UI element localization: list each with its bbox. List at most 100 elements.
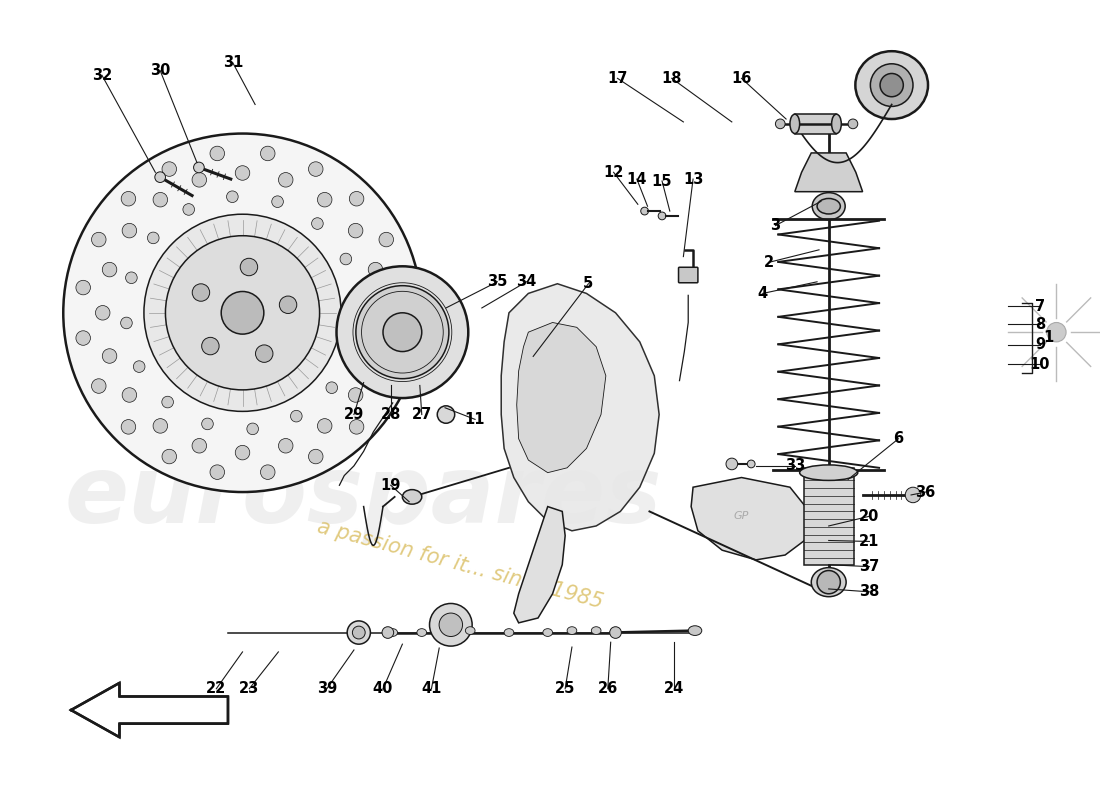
Circle shape	[337, 266, 469, 398]
Circle shape	[368, 349, 383, 363]
Ellipse shape	[856, 51, 928, 119]
Circle shape	[210, 465, 224, 479]
Text: 11: 11	[465, 412, 485, 427]
Circle shape	[379, 378, 394, 394]
Text: 28: 28	[381, 407, 400, 422]
Text: 24: 24	[663, 682, 684, 696]
Text: 31: 31	[222, 55, 243, 70]
Circle shape	[246, 423, 258, 434]
Circle shape	[658, 212, 666, 220]
Text: 5: 5	[583, 276, 594, 291]
Circle shape	[776, 119, 785, 129]
Text: 22: 22	[206, 682, 227, 696]
Text: 39: 39	[317, 682, 337, 696]
Ellipse shape	[812, 193, 845, 220]
Circle shape	[348, 621, 371, 644]
Circle shape	[747, 460, 755, 468]
Circle shape	[349, 388, 363, 402]
Circle shape	[1047, 322, 1066, 342]
Circle shape	[133, 361, 145, 373]
Text: 6: 6	[893, 431, 903, 446]
Polygon shape	[803, 468, 854, 565]
Text: 8: 8	[1035, 317, 1045, 332]
Circle shape	[121, 317, 132, 329]
Text: 2: 2	[763, 255, 773, 270]
Ellipse shape	[592, 626, 601, 634]
Ellipse shape	[543, 629, 552, 637]
Circle shape	[102, 349, 117, 363]
Circle shape	[353, 297, 364, 309]
Circle shape	[438, 406, 454, 423]
Circle shape	[91, 378, 106, 394]
Circle shape	[429, 603, 472, 646]
Circle shape	[356, 286, 449, 378]
Text: 37: 37	[859, 559, 880, 574]
Text: 30: 30	[150, 63, 170, 78]
Circle shape	[210, 146, 224, 161]
Circle shape	[350, 420, 364, 434]
Polygon shape	[795, 153, 862, 192]
Circle shape	[326, 382, 338, 394]
Text: 36: 36	[915, 485, 936, 499]
Circle shape	[165, 236, 320, 390]
Ellipse shape	[800, 465, 858, 481]
Ellipse shape	[403, 490, 421, 504]
Circle shape	[261, 146, 275, 161]
Text: 7: 7	[1035, 298, 1045, 314]
Text: 10: 10	[1030, 357, 1050, 372]
Circle shape	[349, 223, 363, 238]
Ellipse shape	[812, 568, 846, 597]
Text: 38: 38	[859, 584, 880, 599]
Ellipse shape	[417, 629, 427, 637]
Circle shape	[240, 258, 257, 276]
Text: 17: 17	[607, 71, 628, 86]
Circle shape	[162, 396, 174, 408]
Circle shape	[905, 487, 921, 502]
Polygon shape	[502, 284, 659, 531]
Circle shape	[395, 280, 409, 295]
Circle shape	[221, 291, 264, 334]
Circle shape	[318, 418, 332, 433]
Circle shape	[880, 74, 903, 97]
Text: 33: 33	[784, 458, 805, 474]
Circle shape	[192, 438, 207, 453]
Ellipse shape	[790, 114, 800, 134]
Text: 18: 18	[661, 71, 682, 86]
Circle shape	[255, 345, 273, 362]
Ellipse shape	[832, 114, 842, 134]
Circle shape	[147, 232, 160, 244]
Ellipse shape	[568, 626, 576, 634]
Polygon shape	[691, 478, 810, 560]
Polygon shape	[514, 506, 565, 623]
Circle shape	[121, 420, 135, 434]
Circle shape	[848, 119, 858, 129]
Circle shape	[183, 204, 195, 215]
Text: eurospares: eurospares	[65, 451, 662, 543]
Circle shape	[279, 296, 297, 314]
Ellipse shape	[817, 198, 840, 214]
Circle shape	[290, 410, 303, 422]
Text: a passion for it... since 1985: a passion for it... since 1985	[316, 517, 606, 613]
Text: 16: 16	[732, 71, 751, 86]
Text: 1: 1	[1044, 330, 1054, 346]
Circle shape	[640, 207, 649, 215]
Circle shape	[121, 191, 135, 206]
Circle shape	[192, 173, 207, 187]
Text: 32: 32	[92, 68, 112, 83]
Text: 29: 29	[344, 407, 364, 422]
Ellipse shape	[388, 629, 397, 637]
Text: 26: 26	[597, 682, 618, 696]
Text: 4: 4	[758, 286, 768, 301]
Text: 21: 21	[859, 534, 880, 549]
Circle shape	[383, 313, 421, 351]
Circle shape	[162, 162, 176, 176]
Text: 12: 12	[604, 165, 624, 180]
Circle shape	[318, 193, 332, 207]
Circle shape	[201, 338, 219, 354]
Text: 34: 34	[516, 274, 537, 290]
Circle shape	[91, 232, 106, 247]
Circle shape	[609, 626, 622, 638]
Circle shape	[870, 64, 913, 106]
Circle shape	[64, 134, 421, 492]
Circle shape	[311, 218, 323, 230]
